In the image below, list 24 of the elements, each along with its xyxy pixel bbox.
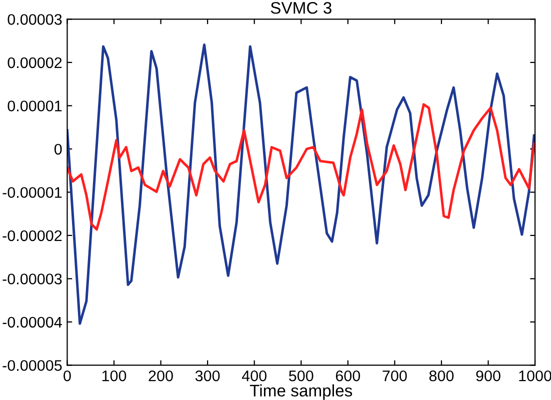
y-tick-label: -0.00005 <box>2 360 62 371</box>
y-tick-label: 0.00001 <box>8 100 62 112</box>
x-tick-label: 1000 <box>519 370 551 382</box>
y-tick-label: -0.00004 <box>2 316 62 328</box>
x-tick-label: 900 <box>476 370 500 382</box>
chart-title: SVMC 3 <box>270 2 332 14</box>
y-tick-label: 0.00003 <box>8 14 62 25</box>
line-series <box>67 43 536 325</box>
x-tick-label: 800 <box>429 370 454 382</box>
y-tick-label: -0.00001 <box>2 187 62 198</box>
x-tick-label: 200 <box>148 370 173 382</box>
y-tick-label: -0.00003 <box>2 274 62 284</box>
y-tick-label: -0.00002 <box>2 230 62 242</box>
x-tick-label: 400 <box>242 370 266 382</box>
line-series <box>67 103 536 231</box>
x-tick-label: 300 <box>195 370 220 382</box>
x-tick-label: 700 <box>382 370 407 382</box>
x-tick-label: 600 <box>336 370 360 382</box>
y-tick-label: 0.00002 <box>8 57 62 68</box>
y-tick-label: 0 <box>54 144 62 155</box>
x-tick-label: 100 <box>102 370 126 382</box>
x-tick-label: 0 <box>64 370 71 382</box>
x-axis-title: Time samples <box>250 384 352 400</box>
x-tick-label: 500 <box>288 370 314 382</box>
